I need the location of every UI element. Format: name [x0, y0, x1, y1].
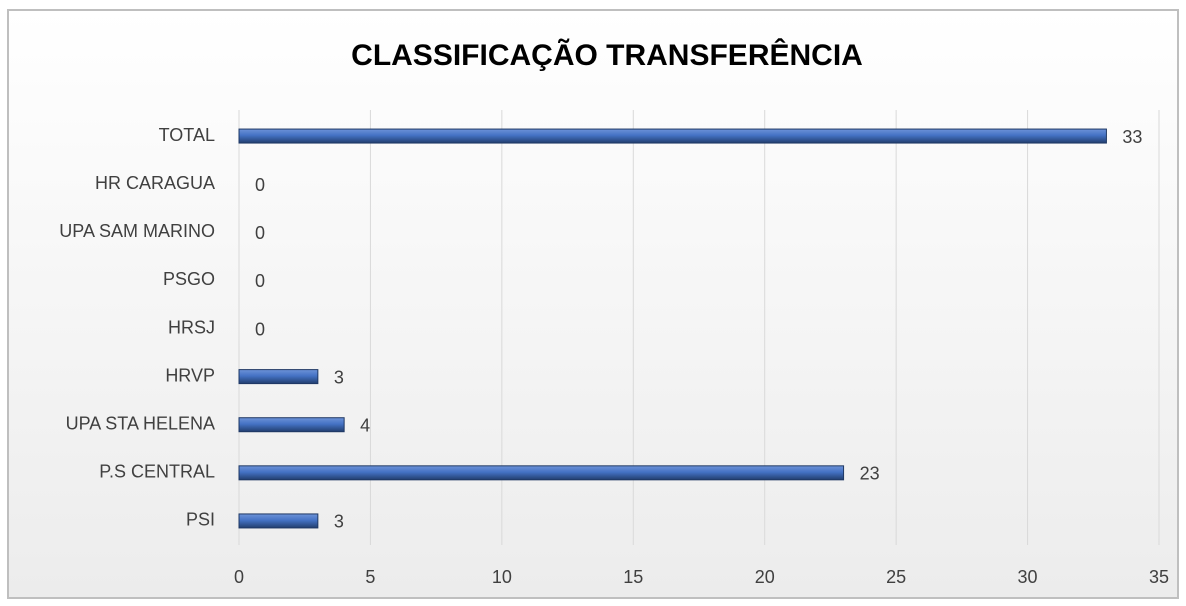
value-label: 23	[860, 464, 880, 484]
bar	[238, 513, 319, 529]
x-tick-label: 20	[755, 567, 775, 587]
y-tick-label: TOTAL	[159, 125, 215, 145]
chart-title: CLASSIFICAÇÃO TRANSFERÊNCIA	[351, 38, 863, 72]
bar	[238, 417, 345, 433]
y-tick-label: HR CARAGUA	[95, 173, 215, 193]
value-label: 0	[255, 223, 265, 243]
bar	[238, 369, 319, 385]
y-tick-label: HRVP	[165, 365, 215, 385]
value-label: 4	[360, 415, 370, 435]
x-tick-label: 35	[1149, 567, 1169, 587]
value-label: 0	[255, 175, 265, 195]
value-label: 33	[1122, 127, 1142, 147]
y-tick-label: PSI	[186, 510, 215, 530]
y-tick-label: PSGO	[163, 269, 215, 289]
x-tick-label: 5	[365, 567, 375, 587]
chart-background	[7, 9, 1179, 599]
x-tick-label: 10	[492, 567, 512, 587]
bar	[238, 465, 845, 481]
value-label: 0	[255, 271, 265, 291]
y-tick-label: UPA STA HELENA	[66, 413, 215, 433]
x-tick-label: 25	[886, 567, 906, 587]
x-tick-label: 30	[1018, 567, 1038, 587]
x-tick-label: 0	[234, 567, 244, 587]
value-label: 3	[334, 512, 344, 532]
x-tick-label: 15	[623, 567, 643, 587]
bar	[238, 128, 1107, 144]
value-label: 3	[334, 367, 344, 387]
y-tick-label: HRSJ	[168, 317, 215, 337]
y-tick-label: UPA SAM MARINO	[59, 221, 215, 241]
y-tick-label: P.S CENTRAL	[99, 462, 215, 482]
value-label: 0	[255, 319, 265, 339]
